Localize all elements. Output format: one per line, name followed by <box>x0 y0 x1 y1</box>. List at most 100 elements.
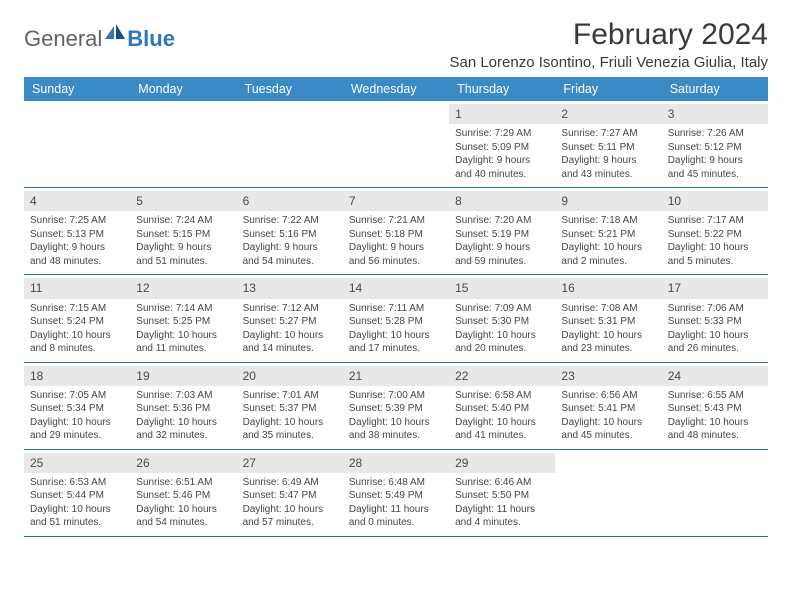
day-info-line: Daylight: 9 hours <box>561 154 655 168</box>
day-number: 3 <box>662 104 768 124</box>
day-info-line: Daylight: 10 hours <box>455 416 549 430</box>
day-number: 27 <box>237 453 343 473</box>
day-info-line: Sunrise: 7:00 AM <box>349 389 443 403</box>
day-info-line: Sunset: 5:46 PM <box>136 489 230 503</box>
day-info-line: Sunset: 5:34 PM <box>30 402 124 416</box>
day-cell: 19 Sunrise: 7:03 AMSunset: 5:36 PMDayligh… <box>130 363 236 449</box>
title-block: February 2024 San Lorenzo Isontino, Friu… <box>449 18 768 71</box>
day-header-cell: Sunday <box>24 77 130 101</box>
day-info-line: Sunrise: 7:29 AM <box>455 127 549 141</box>
day-info-line: Daylight: 9 hours <box>349 241 443 255</box>
day-info-line: Sunset: 5:19 PM <box>455 228 549 242</box>
day-info-line: Daylight: 10 hours <box>136 503 230 517</box>
day-info-line: Daylight: 11 hours <box>349 503 443 517</box>
day-cell-empty <box>130 101 236 187</box>
day-info-line: Sunset: 5:36 PM <box>136 402 230 416</box>
logo-text-blue: Blue <box>127 26 175 52</box>
day-info-line: Sunset: 5:13 PM <box>30 228 124 242</box>
day-info-line: Sunset: 5:09 PM <box>455 141 549 155</box>
header: General Blue February 2024 San Lorenzo I… <box>24 18 768 71</box>
day-info-line: Daylight: 9 hours <box>136 241 230 255</box>
day-number: 14 <box>343 278 449 298</box>
day-info-line: Sunrise: 6:49 AM <box>243 476 337 490</box>
day-info-line: Sunset: 5:27 PM <box>243 315 337 329</box>
day-cell: 14Sunrise: 7:11 AMSunset: 5:28 PMDayligh… <box>343 275 449 361</box>
day-info-line: Sunset: 5:28 PM <box>349 315 443 329</box>
day-number: 19 <box>130 366 236 386</box>
day-cell-empty <box>237 101 343 187</box>
day-cell: 25Sunrise: 6:53 AMSunset: 5:44 PMDayligh… <box>24 450 130 536</box>
day-info-line: Daylight: 10 hours <box>668 329 762 343</box>
logo-sail-icon <box>105 24 125 45</box>
day-info-line: Daylight: 9 hours <box>668 154 762 168</box>
day-info-line: Sunset: 5:37 PM <box>243 402 337 416</box>
day-number: 26 <box>130 453 236 473</box>
day-info-line: and 4 minutes. <box>455 516 549 530</box>
day-info-line: Daylight: 10 hours <box>30 503 124 517</box>
day-number-empty <box>555 453 661 473</box>
day-info-line: Sunrise: 6:53 AM <box>30 476 124 490</box>
day-info-line: Sunrise: 7:12 AM <box>243 302 337 316</box>
day-info-line: and 43 minutes. <box>561 168 655 182</box>
day-info-line: Daylight: 9 hours <box>455 241 549 255</box>
day-number: 13 <box>237 278 343 298</box>
day-header-cell: Friday <box>555 77 661 101</box>
day-number: 22 <box>449 366 555 386</box>
day-info-line: Daylight: 10 hours <box>243 329 337 343</box>
day-number-empty <box>237 104 343 124</box>
week-row: 4Sunrise: 7:25 AMSunset: 5:13 PMDaylight… <box>24 188 768 275</box>
day-info-line: and 29 minutes. <box>30 429 124 443</box>
day-number: 25 <box>24 453 130 473</box>
logo: General Blue <box>24 18 175 53</box>
day-info-line: and 32 minutes. <box>136 429 230 443</box>
day-number-empty <box>343 104 449 124</box>
day-info-line: Sunset: 5:31 PM <box>561 315 655 329</box>
day-info-line: Sunrise: 7:24 AM <box>136 214 230 228</box>
day-number: 24 <box>662 366 768 386</box>
day-cell: 20Sunrise: 7:01 AMSunset: 5:37 PMDayligh… <box>237 363 343 449</box>
day-number: 11 <box>24 278 130 298</box>
day-info-line: Sunrise: 6:51 AM <box>136 476 230 490</box>
day-number: 1 <box>449 104 555 124</box>
day-info-line: Daylight: 10 hours <box>668 416 762 430</box>
day-info-line: Sunrise: 7:22 AM <box>243 214 337 228</box>
day-info-line: Daylight: 10 hours <box>561 416 655 430</box>
day-info-line: Sunset: 5:39 PM <box>349 402 443 416</box>
day-info-line: Daylight: 10 hours <box>136 329 230 343</box>
day-info-line: and 51 minutes. <box>136 255 230 269</box>
day-info-line: and 48 minutes. <box>30 255 124 269</box>
day-cell: 3Sunrise: 7:26 AMSunset: 5:12 PMDaylight… <box>662 101 768 187</box>
day-cell: 6Sunrise: 7:22 AMSunset: 5:16 PMDaylight… <box>237 188 343 274</box>
day-info-line: Sunset: 5:18 PM <box>349 228 443 242</box>
day-number: 6 <box>237 191 343 211</box>
day-info-line: Sunset: 5:47 PM <box>243 489 337 503</box>
day-info-line: Daylight: 10 hours <box>136 416 230 430</box>
day-cell: 12Sunrise: 7:14 AMSunset: 5:25 PMDayligh… <box>130 275 236 361</box>
day-info-line: and 54 minutes. <box>243 255 337 269</box>
day-cell: 16Sunrise: 7:08 AMSunset: 5:31 PMDayligh… <box>555 275 661 361</box>
day-info-line: Sunrise: 7:09 AM <box>455 302 549 316</box>
day-info-line: and 17 minutes. <box>349 342 443 356</box>
day-info-line: Sunset: 5:41 PM <box>561 402 655 416</box>
day-info-line: Daylight: 10 hours <box>243 503 337 517</box>
day-cell: 24Sunrise: 6:55 AMSunset: 5:43 PMDayligh… <box>662 363 768 449</box>
day-info-line: Daylight: 10 hours <box>561 329 655 343</box>
day-info-line: Sunset: 5:11 PM <box>561 141 655 155</box>
calendar: SundayMondayTuesdayWednesdayThursdayFrid… <box>24 77 768 537</box>
day-info-line: and 20 minutes. <box>455 342 549 356</box>
day-number: 16 <box>555 278 661 298</box>
day-cell: 5Sunrise: 7:24 AMSunset: 5:15 PMDaylight… <box>130 188 236 274</box>
day-info-line: Sunrise: 7:03 AM <box>136 389 230 403</box>
day-info-line: Daylight: 9 hours <box>30 241 124 255</box>
day-cell: 11Sunrise: 7:15 AMSunset: 5:24 PMDayligh… <box>24 275 130 361</box>
day-info-line: and 56 minutes. <box>349 255 443 269</box>
day-info-line: and 5 minutes. <box>668 255 762 269</box>
day-info-line: Sunrise: 6:55 AM <box>668 389 762 403</box>
day-info-line: and 59 minutes. <box>455 255 549 269</box>
day-header-cell: Monday <box>130 77 236 101</box>
day-info-line: Sunrise: 7:21 AM <box>349 214 443 228</box>
day-info-line: and 40 minutes. <box>455 168 549 182</box>
day-info-line: Sunrise: 7:17 AM <box>668 214 762 228</box>
day-number: 18 <box>24 366 130 386</box>
day-info-line: Sunrise: 7:05 AM <box>30 389 124 403</box>
